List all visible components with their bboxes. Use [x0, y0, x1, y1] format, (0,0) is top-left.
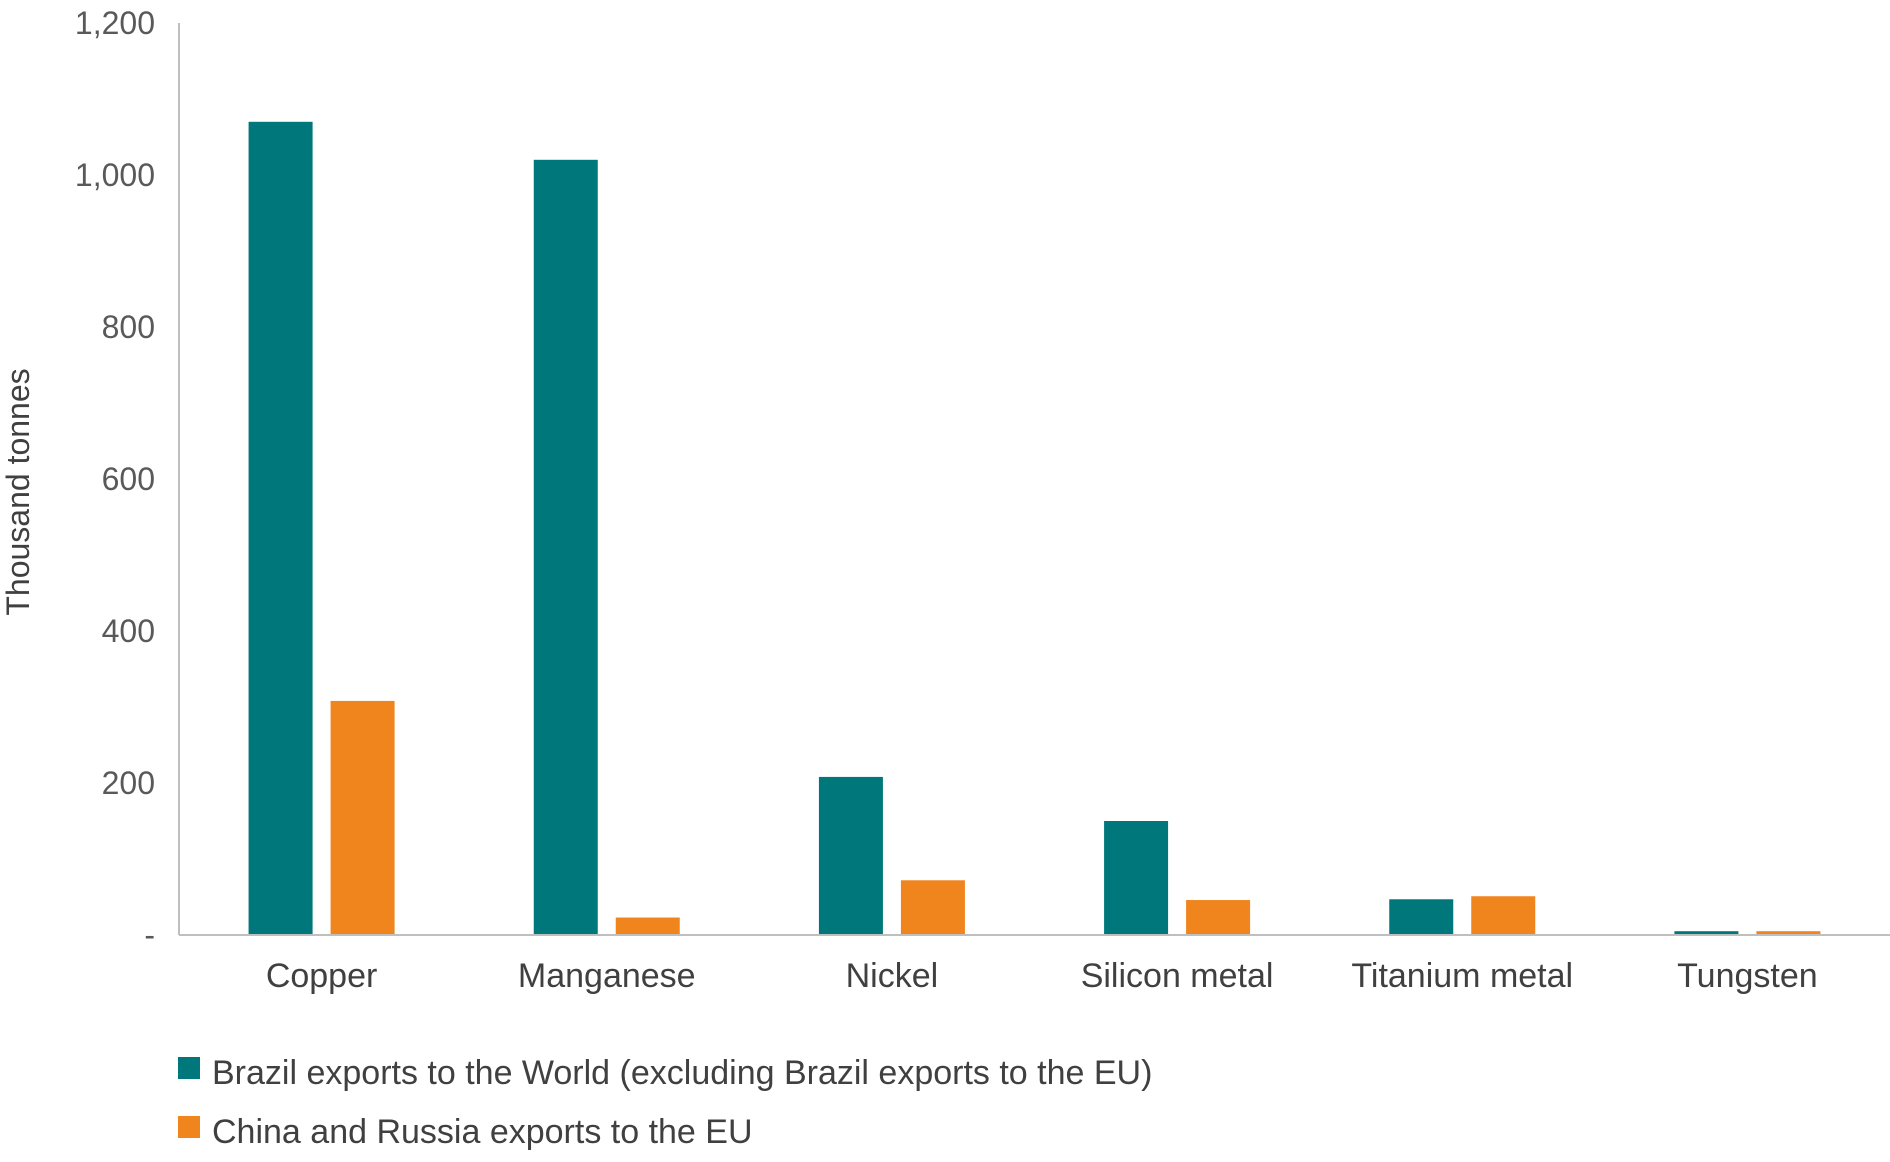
y-axis-title: Thousand tonnes — [0, 368, 36, 615]
bar-nickel-series-1 — [818, 776, 883, 935]
x-category-label: Nickel — [846, 957, 939, 995]
bar-tungsten-series-1 — [1674, 931, 1739, 935]
legend: Brazil exports to the World (excluding B… — [178, 1054, 1152, 1151]
y-axis: - 200 400 600 800 1,000 1,200 — [75, 5, 180, 953]
legend-swatch — [178, 1116, 200, 1138]
y-tick-label: 1,200 — [75, 5, 155, 41]
y-tick-label: - — [144, 917, 155, 953]
x-axis: Copper Manganese Nickel Silicon metal Titani… — [179, 934, 1890, 995]
x-category-label: Silicon metal — [1081, 957, 1274, 995]
bar-nickel-series-2 — [900, 880, 965, 935]
x-category-label: Tungsten — [1677, 957, 1818, 995]
x-category-label: Titanium metal — [1351, 957, 1573, 995]
bars — [248, 121, 1821, 936]
legend-swatch — [178, 1057, 200, 1079]
legend-label: Brazil exports to the World (excluding B… — [212, 1054, 1152, 1092]
bar-silicon-metal-series-2 — [1186, 900, 1251, 935]
bar-manganese-series-2 — [615, 917, 680, 935]
y-tick-label: 1,000 — [75, 157, 155, 193]
bar-copper-series-1 — [248, 121, 313, 936]
bar-copper-series-2 — [330, 700, 395, 935]
y-tick-label: 800 — [102, 309, 155, 345]
bar-silicon-metal-series-1 — [1104, 821, 1169, 935]
y-tick-label: 400 — [102, 613, 155, 649]
bar-titanium-metal-series-2 — [1471, 896, 1536, 935]
legend-label: China and Russia exports to the EU — [212, 1113, 753, 1151]
y-tick-label: 200 — [102, 765, 155, 801]
bar-manganese-series-1 — [533, 159, 598, 936]
bar-titanium-metal-series-1 — [1389, 899, 1454, 935]
x-category-label: Copper — [266, 957, 378, 995]
y-tick-label: 600 — [102, 461, 155, 497]
bar-tungsten-series-2 — [1756, 931, 1821, 935]
x-category-label: Manganese — [518, 957, 696, 995]
